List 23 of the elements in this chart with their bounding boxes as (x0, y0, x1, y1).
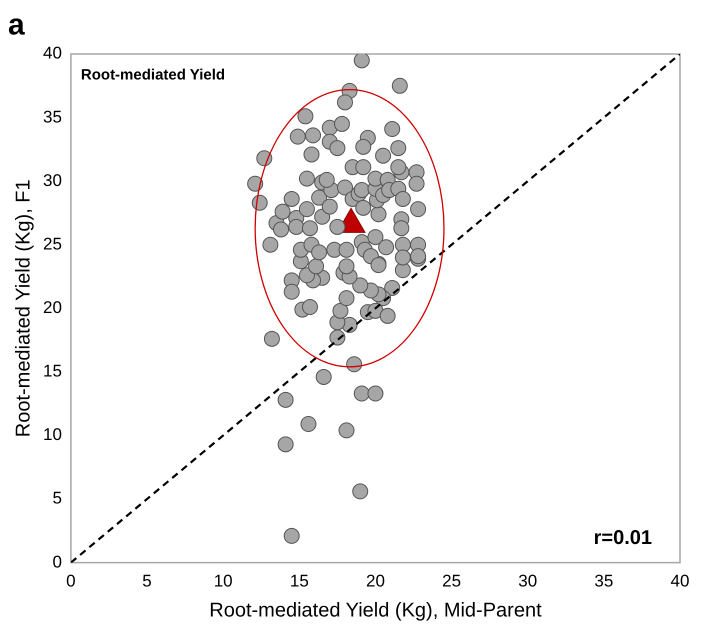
x-tick-label: 0 (66, 571, 76, 590)
y-axis-title: Root-mediated Yield (Kg), F1 (12, 179, 35, 438)
y-tick-label: 5 (52, 488, 62, 508)
x-tick-label: 15 (290, 571, 309, 590)
x-axis-title: Root-mediated Yield (Kg), Mid-Parent (209, 600, 542, 622)
x-tick-label: 40 (670, 571, 690, 590)
x-tick-label: 5 (142, 571, 152, 590)
y-tick-label: 25 (42, 234, 62, 254)
chart-title: a (8, 8, 25, 42)
x-tick-label: 30 (518, 571, 538, 590)
y-tick-label: 20 (42, 298, 62, 317)
x-tick-label: 20 (366, 571, 385, 590)
y-tick-label: 35 (42, 107, 62, 126)
y-tick-label: 0 (52, 552, 62, 572)
annotation: r=0.01 (594, 527, 652, 550)
y-tick-label: 30 (42, 170, 62, 190)
x-tick-label: 35 (594, 571, 614, 590)
y-tick-label: 10 (42, 425, 62, 444)
x-tick-label: 10 (214, 571, 233, 590)
y-tick-label: 15 (42, 362, 62, 381)
annotation: Root-mediated Yield (80, 66, 226, 84)
x-tick-label: 25 (442, 571, 462, 590)
y-tick-label: 40 (42, 44, 62, 63)
